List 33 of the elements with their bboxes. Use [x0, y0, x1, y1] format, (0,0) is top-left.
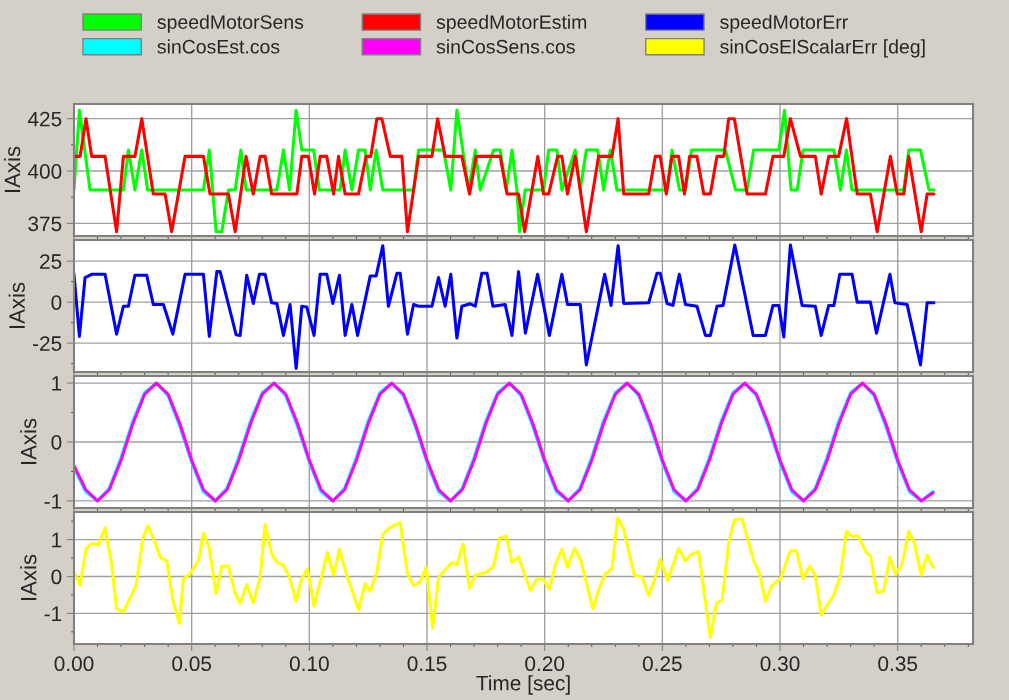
- y-tick-label: 0: [51, 435, 62, 450]
- y-tick-label: 0: [51, 569, 62, 585]
- y-tick-label: 25: [40, 254, 62, 269]
- x-tick-label: 0.25: [642, 656, 682, 672]
- y-axis-title: IAxis: [20, 418, 37, 465]
- y-tick-label: 1: [52, 376, 62, 391]
- y-tick-label: 0: [51, 295, 62, 310]
- x-tick-label: 0.20: [525, 656, 565, 672]
- y-axis-title: IAxis: [3, 146, 21, 193]
- x-tick-label: 0.00: [54, 656, 94, 672]
- y-tick-label: 425: [27, 111, 62, 127]
- y-tick-label: 400: [27, 164, 62, 179]
- legend-label: sinCosElScalarErr [deg]: [720, 39, 925, 58]
- y-axis-title: IAxis: [20, 554, 37, 601]
- x-tick-label: 0.15: [407, 656, 447, 672]
- y-tick-label: 1: [52, 532, 62, 548]
- legend-label: sinCosEst.cos: [157, 39, 280, 54]
- x-tick-label: 0.30: [760, 656, 800, 672]
- x-axis-title: Time [sec]: [476, 675, 570, 695]
- x-tick-label: 0.35: [878, 656, 918, 672]
- line-series: [74, 243, 936, 370]
- legend-label: speedMotorSens: [157, 14, 304, 33]
- y-axis-title: IAxis: [8, 282, 25, 329]
- x-tick-label: 0.05: [172, 656, 212, 672]
- x-tick-label: 0.10: [289, 656, 329, 672]
- legend-label: speedMotorErr: [720, 14, 848, 33]
- legend-label: speedMotorEstim: [436, 14, 587, 33]
- y-tick-label: -1: [44, 494, 62, 509]
- line-series: [74, 516, 935, 639]
- legend-label: sinCosSens.cos: [436, 39, 575, 54]
- y-tick-label: -25: [33, 336, 62, 351]
- y-tick-label: 375: [28, 216, 62, 232]
- y-tick-label: -1: [44, 606, 62, 621]
